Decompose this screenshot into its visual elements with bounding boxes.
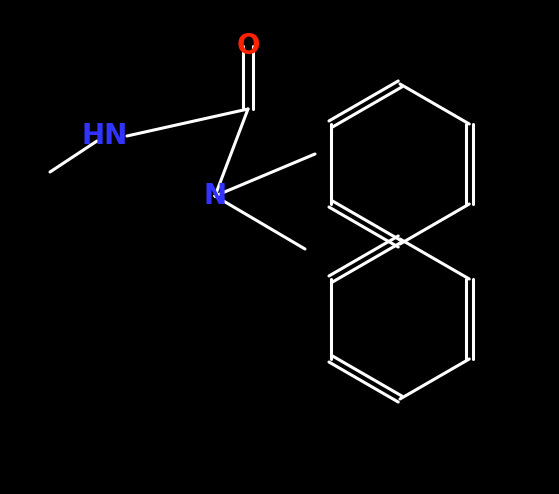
Text: N: N <box>203 182 226 210</box>
Text: HN: HN <box>82 122 128 150</box>
Text: O: O <box>236 32 260 60</box>
